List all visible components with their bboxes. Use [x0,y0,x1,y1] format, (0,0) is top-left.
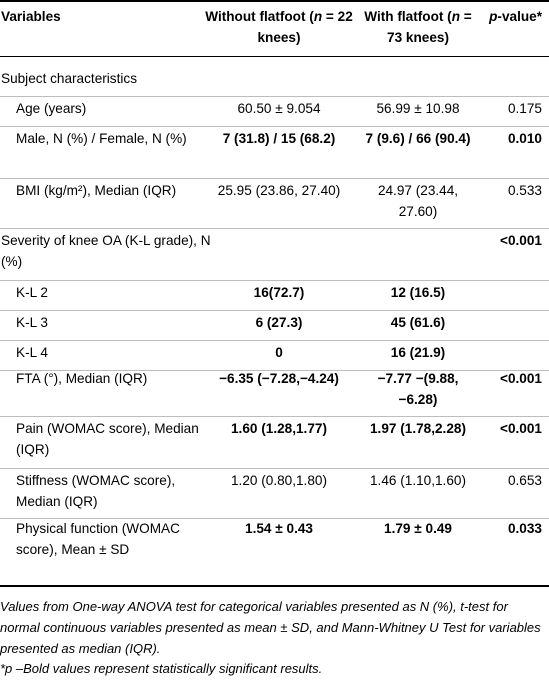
row-without-value: 1.60 (1.28,1.77) [231,421,327,436]
footnote-methods: Values from One-way ANOVA test for categ… [0,599,541,656]
section-severity: Severity of knee OA (K-L grade), N (%) [1,233,211,269]
row-with-value: 1.79 ± 0.49 [384,521,452,536]
header-rule [0,56,549,57]
footnote-significance: *p –Bold values represent statistically … [0,661,323,676]
row-label: Age (years) [16,101,87,116]
row-without-value: 60.50 ± 9.054 [237,101,321,116]
row-divider [0,518,549,519]
row-p-value: <0.001 [500,233,542,248]
section-subject-characteristics: Subject characteristics [1,71,137,86]
row-label: FTA (°), Median (IQR) [16,371,148,386]
row-divider [0,126,549,127]
row-divider [0,370,549,371]
row-p-value: 0.653 [507,473,542,488]
header-p-value: p-value* [489,9,542,24]
row-p-value: 0.010 [507,131,542,146]
row-divider [0,96,549,97]
row-with-value: 45 (61.6) [390,315,446,330]
row-with-value: 7 (9.6) / 66 (90.4) [365,131,471,146]
row-divider [0,340,549,341]
row-p-value: 0.533 [507,183,542,198]
row-without-value: −6.35 (−7.28,−4.24) [219,371,339,386]
row-with-value: −7.77 −(9.88, −6.28) [377,371,459,407]
row-without-value: 0 [275,345,283,360]
row-without-value: 6 (27.3) [255,315,303,330]
row-p-value: <0.001 [500,371,542,386]
row-label: K-L 4 [16,345,48,360]
row-label: K-L 2 [16,285,48,300]
header-variables: Variables [1,9,61,24]
row-without-value: 7 (31.8) / 15 (68.2) [222,131,336,146]
header-without-flatfoot: Without flatfoot (n = 22 knees) [205,9,353,45]
row-without-value: 1.20 (0.80,1.80) [231,473,327,488]
row-label: Stiffness (WOMAC score), Median (IQR) [16,473,176,509]
bottom-rule [0,585,549,587]
row-divider [0,280,549,281]
row-divider [0,416,549,417]
row-label: BMI (kg/m²), Median (IQR) [16,183,177,198]
row-divider [0,468,549,469]
row-label: Physical function (WOMAC score), Mean ± … [16,521,180,557]
row-with-value: 12 (16.5) [390,285,446,300]
row-divider [0,310,549,311]
row-label: Male, N (%) / Female, N (%) [16,131,187,146]
row-with-value: 1.97 (1.78,2.28) [370,421,466,436]
row-divider [0,178,549,179]
row-without-value: 1.54 ± 0.43 [245,521,313,536]
row-with-value: 56.99 ± 10.98 [376,101,460,116]
row-p-value: 0.175 [507,101,542,116]
row-with-value: 24.97 (23.44, 27.60) [377,183,459,219]
row-with-value: 1.46 (1.10,1.60) [370,473,466,488]
row-without-value: 25.95 (23.86, 27.40) [217,183,341,198]
row-label: Pain (WOMAC score), Median (IQR) [16,421,199,457]
row-label: K-L 3 [16,315,48,330]
row-with-value: 16 (21.9) [390,345,446,360]
header-with-flatfoot: With flatfoot (n = 73 knees) [364,9,472,45]
top-rule [0,0,549,2]
row-p-value: <0.001 [500,421,542,436]
row-p-value: 0.033 [507,521,542,536]
row-divider [0,228,549,229]
row-without-value: 16(72.7) [253,285,305,300]
